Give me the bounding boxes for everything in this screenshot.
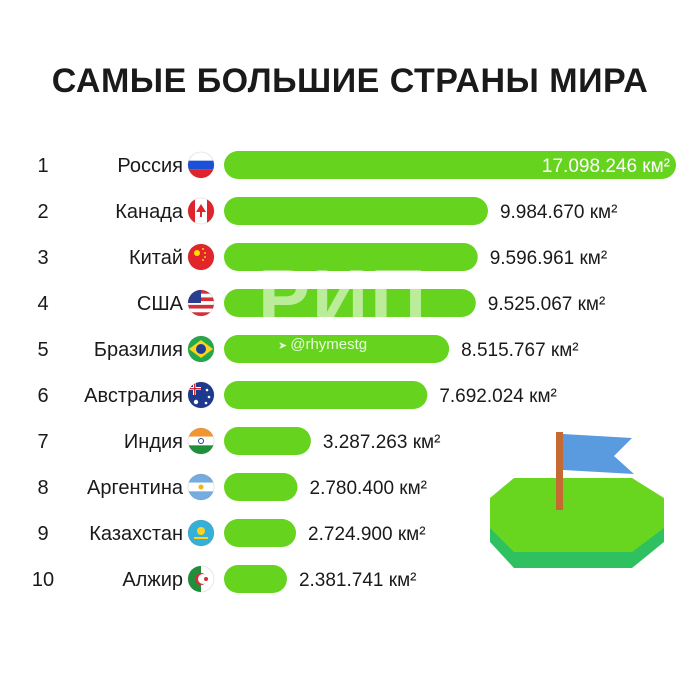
watermark-logo-text: РИП [258,253,429,341]
value-label: 2.381.741 км² [299,570,417,591]
rank-label: 8 [37,477,48,499]
flag-outline [187,289,215,317]
australia-flag-icon [188,382,214,408]
bar [224,335,450,363]
bar [224,381,428,409]
bar [224,289,476,317]
country-label: Россия [117,155,183,177]
flag-outline [187,197,215,225]
rank-label: 7 [37,431,48,453]
rank-label: 3 [37,247,48,269]
country-label: Бразилия [94,339,183,361]
value-label: 2.780.400 км² [310,478,428,499]
flag-island-illustration [490,432,664,568]
country-label: Аргентина [87,477,184,499]
india-flag-icon [188,428,214,454]
value-label: 2.724.900 км² [308,524,426,545]
flag-outline [187,381,215,409]
bar [224,243,478,271]
brazil-flag-icon [188,336,214,362]
bar [224,151,676,179]
value-label: 9.596.961 км² [490,248,608,269]
china-flag-icon [188,244,214,270]
usa-flag-icon [188,290,214,316]
flag-outline [187,427,215,455]
flag-cloth [563,434,634,474]
rank-label: 10 [32,569,54,591]
watermark-handle: ➤ @rhymestg [278,336,367,353]
page-title: САМЫЕ БОЛЬШИЕ СТРАНЫ МИРА [51,62,649,100]
flag-outline [187,151,215,179]
rank-label: 6 [37,385,48,407]
value-label: 3.287.263 км² [323,432,441,453]
telegram-icon: ➤ [278,340,288,352]
country-label: Индия [124,431,183,453]
bar [224,565,287,593]
value-label: 17.098.246 км² [542,156,670,177]
value-label: 9.984.670 км² [500,202,618,223]
country-label: США [137,293,184,315]
rank-label: 5 [37,339,48,361]
flag-outline [187,565,215,593]
value-label: 9.525.067 км² [488,294,606,315]
country-label: Китай [129,247,183,269]
flag-outline [187,519,215,547]
argentina-flag-icon [188,474,214,500]
rank-label: 1 [37,155,48,177]
flag-outline [187,243,215,271]
canada-flag-icon [188,198,214,224]
country-label: Алжир [122,569,183,591]
kazakhstan-flag-icon [188,520,214,546]
watermark-handle-text: @rhymestg [290,336,368,353]
bar [224,519,297,547]
rank-label: 2 [37,201,48,223]
flag-outline [187,335,215,363]
rank-label: 9 [37,523,48,545]
value-label: 8.515.767 км² [461,340,579,361]
value-label: 7.692.024 км² [439,386,557,407]
rank-label: 4 [37,293,48,315]
russia-flag-icon [188,152,214,178]
country-label: Канада [115,201,184,223]
bar [224,473,298,501]
bar [224,197,488,225]
bar [224,427,311,455]
country-label: Казахстан [89,523,183,545]
flag-outline [187,473,215,501]
island-top [490,478,664,552]
flag-pole [556,432,563,510]
algeria-flag-icon [188,566,214,592]
country-label: Австралия [84,385,183,407]
